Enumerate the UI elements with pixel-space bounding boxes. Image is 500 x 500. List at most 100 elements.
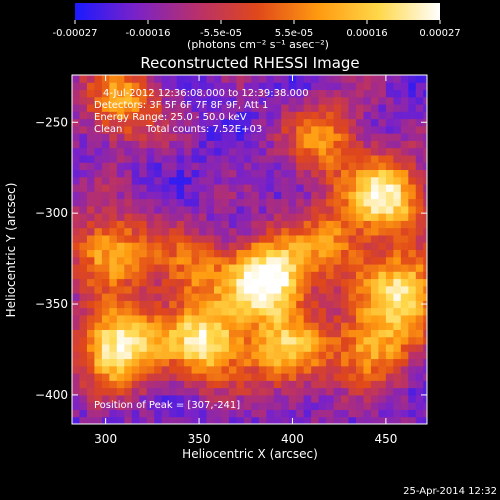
heatmap-cell bbox=[296, 322, 305, 330]
heatmap-cell bbox=[281, 133, 290, 141]
heatmap-cell bbox=[318, 176, 327, 185]
heatmap-cell bbox=[266, 234, 275, 243]
heatmap-cell bbox=[161, 104, 170, 112]
heatmap-cell bbox=[199, 373, 208, 381]
heatmap-cell bbox=[228, 213, 237, 221]
heatmap-cell bbox=[109, 125, 118, 134]
heatmap-cell bbox=[415, 147, 424, 156]
heatmap-cell bbox=[258, 256, 267, 265]
heatmap-cell bbox=[236, 198, 245, 207]
heatmap-cell bbox=[415, 82, 424, 91]
heatmap-cell bbox=[333, 322, 342, 330]
heatmap-cell bbox=[258, 118, 267, 127]
heatmap-cell bbox=[184, 154, 193, 163]
heatmap-cell bbox=[251, 300, 260, 309]
heatmap-cell bbox=[72, 242, 80, 250]
heatmap-cell bbox=[303, 75, 312, 83]
heatmap-cell bbox=[109, 394, 118, 403]
heatmap-cell bbox=[243, 344, 252, 352]
heatmap-cell bbox=[199, 213, 208, 221]
heatmap-cell bbox=[423, 147, 427, 156]
heatmap-cell bbox=[288, 205, 297, 214]
heatmap-cell bbox=[303, 300, 312, 309]
heatmap-cell bbox=[101, 249, 110, 258]
heatmap-cell bbox=[124, 271, 133, 280]
heatmap-cell bbox=[266, 380, 275, 389]
heatmap-cell bbox=[273, 191, 282, 200]
heatmap-cell bbox=[146, 271, 155, 280]
heatmap-cell bbox=[348, 234, 357, 243]
heatmap-cell bbox=[385, 176, 394, 185]
heatmap-cell bbox=[86, 154, 95, 163]
heatmap-cell bbox=[184, 133, 193, 141]
heatmap-cell bbox=[273, 344, 282, 352]
heatmap-cell bbox=[370, 329, 379, 338]
heatmap-cell bbox=[303, 118, 312, 127]
heatmap-cell bbox=[273, 256, 282, 265]
heatmap-cell bbox=[214, 111, 222, 120]
heatmap-cell bbox=[101, 184, 110, 192]
heatmap-cell bbox=[326, 380, 335, 389]
heatmap-cell bbox=[393, 271, 402, 280]
heatmap-cell bbox=[408, 336, 417, 345]
heatmap-cell bbox=[378, 147, 387, 156]
annotation-peak: Position of Peak = [307,-241] bbox=[94, 400, 240, 411]
heatmap-cell bbox=[311, 402, 320, 410]
heatmap-cell bbox=[86, 336, 95, 345]
heatmap-cell bbox=[169, 394, 178, 403]
heatmap-cell bbox=[400, 191, 409, 200]
heatmap-cell bbox=[296, 336, 305, 345]
heatmap-cell bbox=[326, 416, 335, 424]
heatmap-cell bbox=[191, 242, 200, 250]
heatmap-cell bbox=[311, 89, 320, 98]
heatmap-cell bbox=[363, 227, 372, 236]
heatmap-cell bbox=[251, 104, 260, 112]
heatmap-cell bbox=[236, 394, 245, 403]
heatmap-cell bbox=[131, 285, 140, 294]
heatmap-cell bbox=[296, 271, 305, 280]
heatmap-cell bbox=[72, 111, 80, 120]
heatmap-cell bbox=[161, 154, 170, 163]
heatmap-cell bbox=[356, 264, 364, 272]
heatmap-cell bbox=[363, 344, 372, 352]
heatmap-cell bbox=[408, 322, 417, 330]
heatmap-cell bbox=[131, 329, 140, 338]
heatmap-cell bbox=[116, 140, 125, 149]
heatmap-cell bbox=[266, 205, 275, 214]
heatmap-cell bbox=[79, 176, 88, 185]
heatmap-cell bbox=[184, 89, 193, 98]
heatmap-cell bbox=[318, 358, 327, 367]
heatmap-cell bbox=[415, 373, 424, 381]
heatmap-cell bbox=[228, 242, 237, 250]
heatmap-cell bbox=[423, 358, 427, 367]
heatmap-cell bbox=[318, 322, 327, 330]
heatmap-cell bbox=[169, 125, 178, 134]
heatmap-cell bbox=[243, 409, 252, 418]
heatmap-cell bbox=[281, 111, 290, 120]
heatmap-cell bbox=[415, 351, 424, 360]
heatmap-cell bbox=[236, 96, 245, 105]
heatmap-cell bbox=[86, 365, 95, 374]
heatmap-cell bbox=[356, 271, 364, 280]
heatmap-cell bbox=[385, 373, 394, 381]
heatmap-cell bbox=[94, 365, 103, 374]
heatmap-cell bbox=[116, 271, 125, 280]
heatmap-cell bbox=[116, 220, 125, 229]
heatmap-cell bbox=[333, 111, 342, 120]
heatmap-cell bbox=[415, 300, 424, 309]
heatmap-cell bbox=[393, 140, 402, 149]
heatmap-cell bbox=[161, 118, 170, 127]
heatmap-cell bbox=[139, 329, 148, 338]
heatmap-cell bbox=[288, 373, 297, 381]
heatmap-cell bbox=[72, 336, 80, 345]
heatmap-cell bbox=[169, 162, 178, 171]
heatmap-cell bbox=[341, 365, 350, 374]
heatmap-cell bbox=[303, 409, 312, 418]
heatmap-cell bbox=[363, 307, 372, 316]
heatmap-cell bbox=[243, 402, 252, 410]
heatmap-cell bbox=[341, 416, 350, 424]
heatmap-cell bbox=[303, 213, 312, 221]
heatmap-cell bbox=[258, 271, 267, 280]
heatmap-cell bbox=[243, 394, 252, 403]
heatmap-cell bbox=[221, 133, 230, 141]
